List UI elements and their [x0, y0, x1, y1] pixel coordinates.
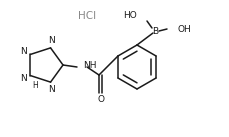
Text: NH: NH [83, 62, 96, 71]
Text: N: N [21, 47, 27, 56]
Text: HO: HO [123, 11, 137, 19]
Text: OH: OH [177, 25, 191, 34]
Text: N: N [21, 74, 27, 83]
Text: N: N [48, 85, 55, 94]
Text: N: N [48, 36, 55, 45]
Text: B: B [152, 26, 158, 35]
Text: HCl: HCl [78, 12, 96, 21]
Text: H: H [33, 81, 38, 90]
Text: O: O [97, 95, 104, 105]
